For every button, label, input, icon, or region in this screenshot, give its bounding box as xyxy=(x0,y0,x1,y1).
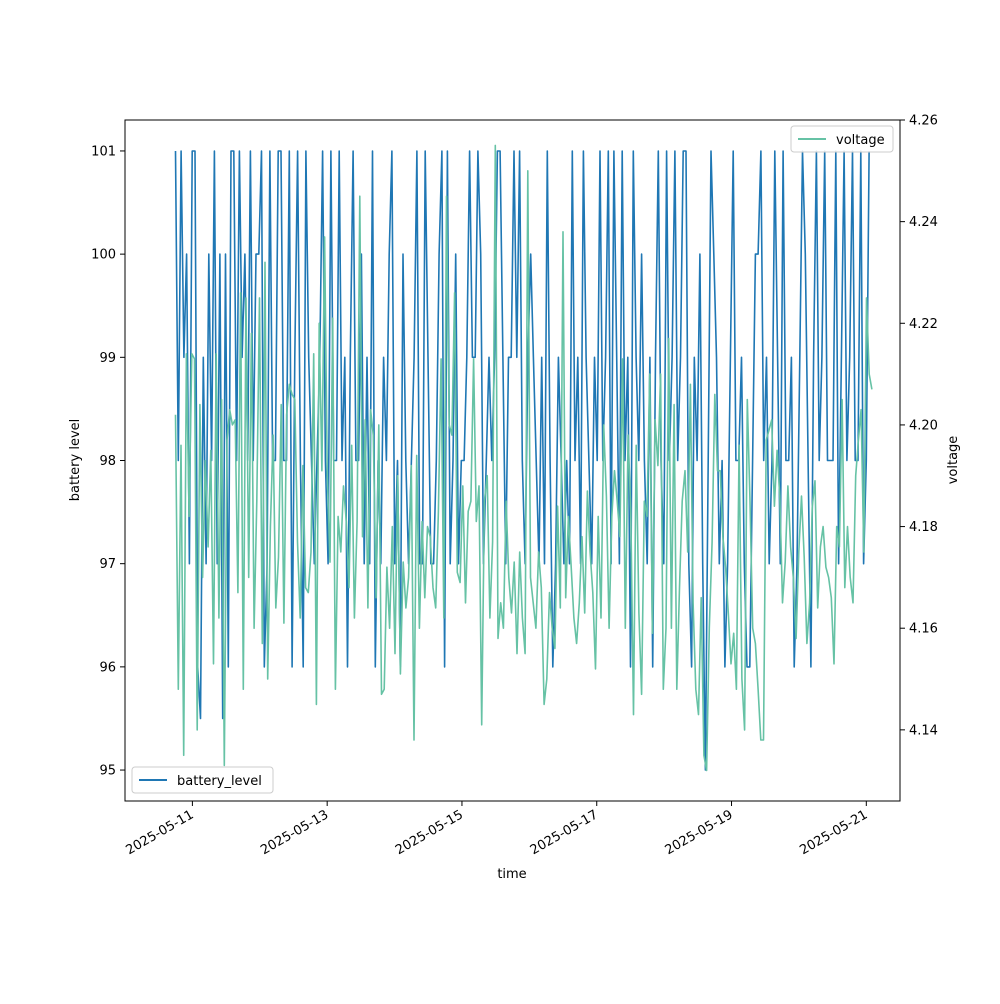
left-y-tick-label: 100 xyxy=(91,248,116,263)
right-y-tick-label: 4.16 xyxy=(909,622,938,637)
left-y-tick-label: 99 xyxy=(99,351,116,366)
x-tick-label: 2025-05-11 xyxy=(123,807,196,858)
left-y-axis-title: battery level xyxy=(68,419,83,502)
legend-battery-level: battery_level xyxy=(131,766,274,794)
x-tick-label: 2025-05-13 xyxy=(258,807,331,858)
left-y-tick-label: 98 xyxy=(99,454,116,469)
right-y-tick-label: 4.20 xyxy=(909,418,938,433)
right-y-tick-label: 4.18 xyxy=(909,520,938,535)
legend-voltage-label: voltage xyxy=(836,133,885,148)
series-line-voltage xyxy=(174,144,873,772)
right-y-tick-label: 4.22 xyxy=(909,317,938,332)
x-tick-label: 2025-05-21 xyxy=(797,807,870,858)
left-y-tick-label: 97 xyxy=(99,557,116,572)
x-tick-label: 2025-05-17 xyxy=(528,807,601,858)
right-y-tick-label: 4.24 xyxy=(909,215,938,230)
left-y-tick-label: 95 xyxy=(99,764,116,779)
x-tick-label: 2025-05-19 xyxy=(663,807,736,858)
series-line-battery-level xyxy=(174,150,870,771)
right-y-axis-title: voltage xyxy=(946,436,961,485)
left-y-tick-label: 101 xyxy=(91,144,116,159)
legend-voltage: voltage xyxy=(790,125,894,153)
right-y-tick-label: 4.14 xyxy=(909,723,938,738)
series-layer xyxy=(174,144,873,772)
legend-battery-level-label: battery_level xyxy=(177,774,262,789)
right-y-tick-label: 4.26 xyxy=(909,114,938,129)
x-axis-title: time xyxy=(497,867,526,882)
x-tick-label: 2025-05-15 xyxy=(393,807,466,858)
left-y-tick-label: 96 xyxy=(99,660,116,675)
